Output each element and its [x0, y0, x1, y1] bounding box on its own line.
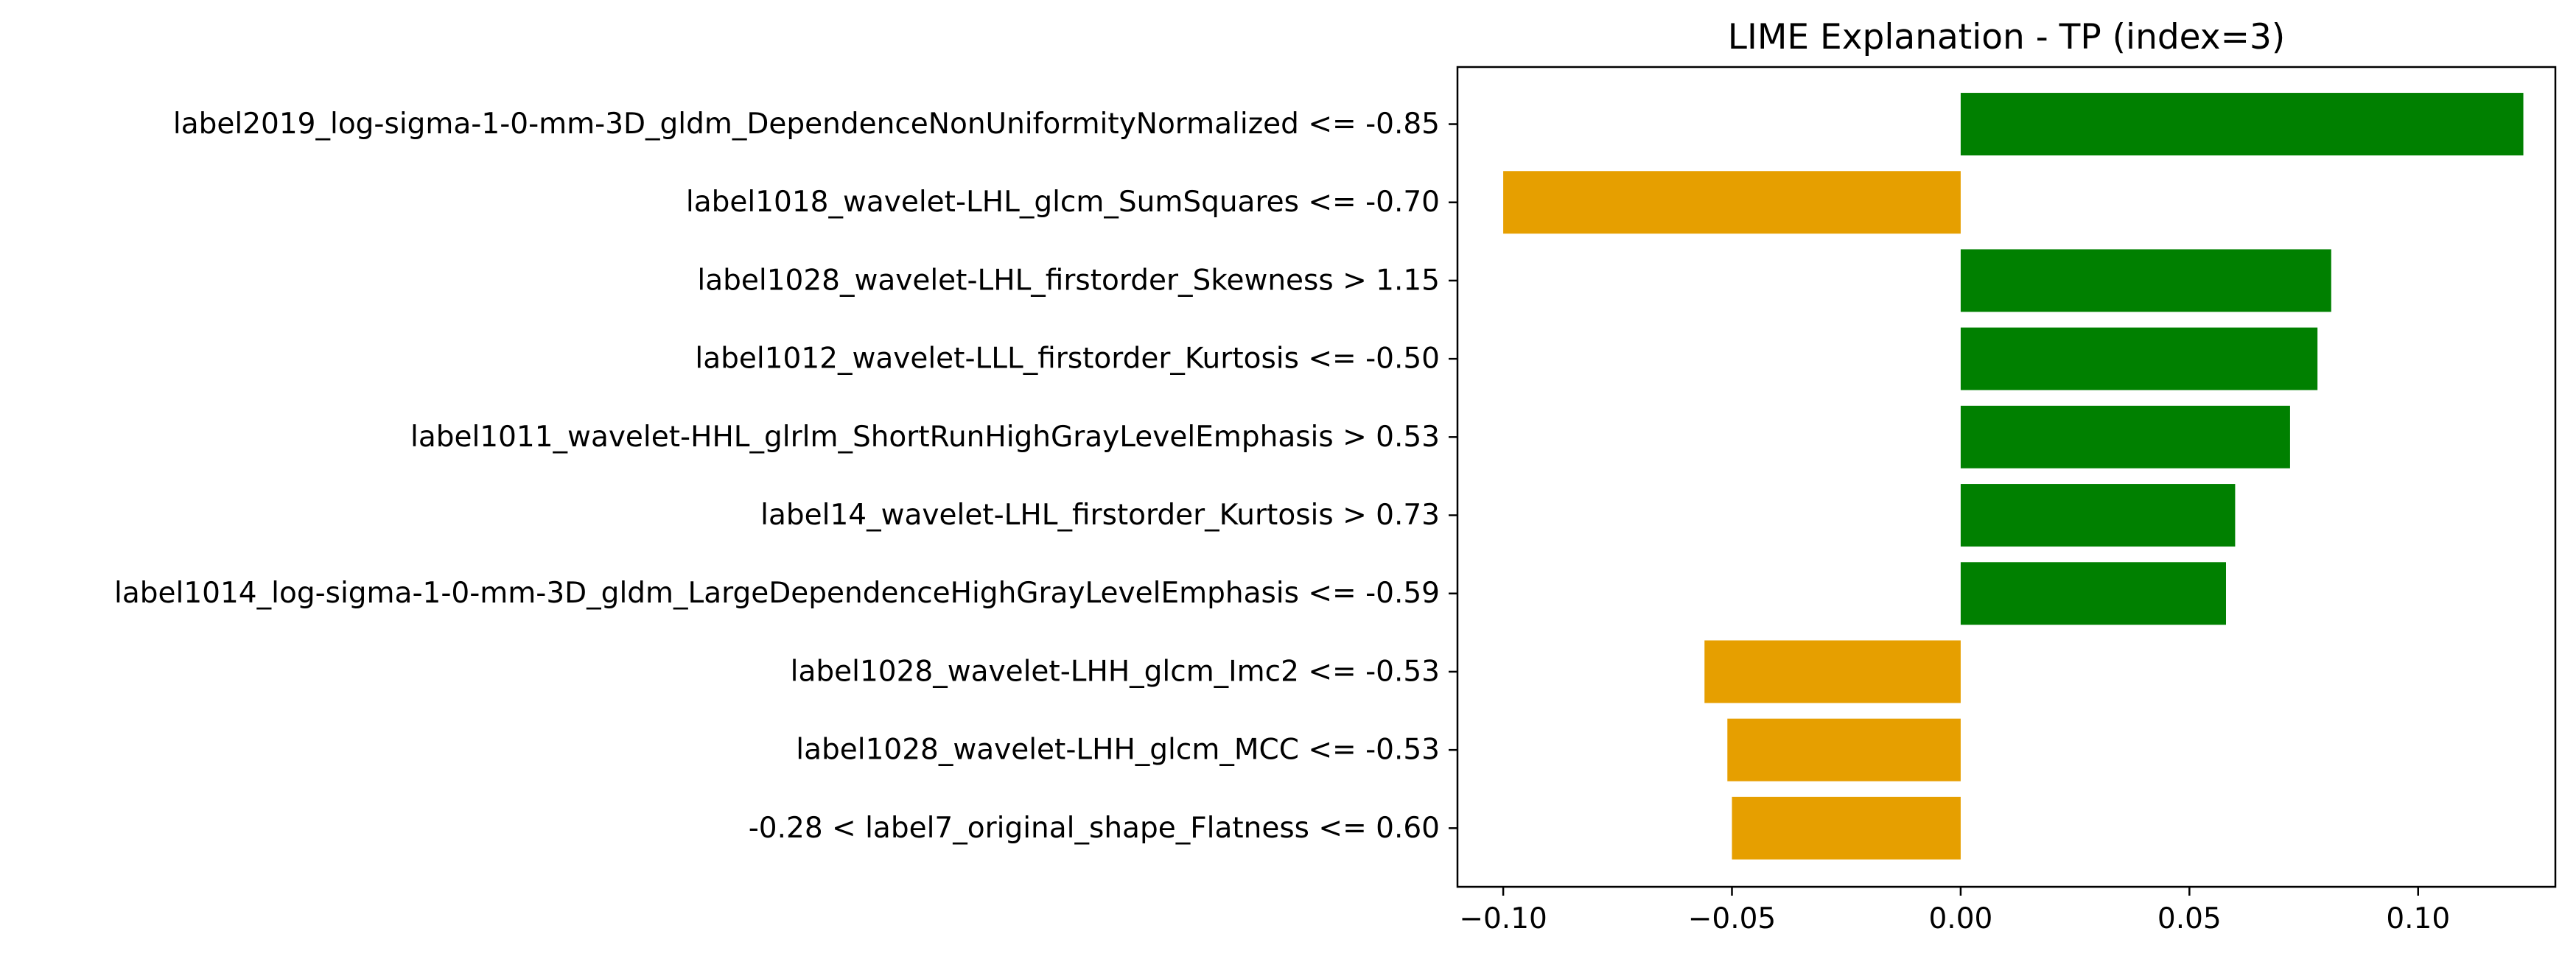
bar-4 [1960, 405, 2290, 468]
plot-frame [1456, 66, 2557, 888]
category-labels: label2019_log-sigma-1-0-mm-3D_gldm_Depen… [114, 108, 1457, 845]
x-tick-label-3: 0.05 [2157, 902, 2222, 935]
x-tick-label-2: 0.00 [1928, 902, 1992, 935]
category-label-8: label1028_wavelet-LHH_glcm_MCC <= -0.53 [796, 734, 1440, 767]
bar-0 [1960, 93, 2524, 156]
bar-7 [1704, 640, 1961, 703]
category-label-0: label2019_log-sigma-1-0-mm-3D_gldm_Depen… [173, 108, 1440, 141]
category-label-7: label1028_wavelet-LHH_glcm_Imc2 <= -0.53 [791, 655, 1440, 688]
bar-2 [1960, 249, 2331, 312]
bar-6 [1960, 562, 2226, 625]
bar-5 [1960, 484, 2236, 547]
x-axis-ticks: −0.10 −0.05 0.00 0.05 0.10 [1459, 887, 2450, 935]
category-label-5: label14_wavelet-LHL_firstorder_Kurtosis … [760, 499, 1440, 532]
category-label-2: label1028_wavelet-LHL_firstorder_Skewnes… [697, 264, 1440, 297]
bar-9 [1732, 796, 1961, 860]
category-label-4: label1011_wavelet-HHL_glrlm_ShortRunHigh… [410, 421, 1440, 454]
bars-group [1503, 93, 2524, 860]
category-label-6: label1014_log-sigma-1-0-mm-3D_gldm_Large… [114, 577, 1440, 610]
category-label-1: label1018_wavelet-LHL_glcm_SumSquares <=… [686, 186, 1440, 219]
x-tick-label-0: −0.10 [1459, 902, 1547, 935]
category-label-9: -0.28 < label7_original_shape_Flatness <… [749, 812, 1440, 845]
x-tick-label-1: −0.05 [1688, 902, 1777, 935]
x-tick-label-4: 0.10 [2386, 902, 2450, 935]
category-label-3: label1012_wavelet-LLL_firstorder_Kurtosi… [695, 342, 1440, 376]
bar-1 [1503, 171, 1961, 234]
bar-3 [1960, 327, 2318, 390]
chart-title: LIME Explanation - TP (index=3) [1728, 17, 2285, 57]
bar-8 [1727, 718, 1961, 781]
